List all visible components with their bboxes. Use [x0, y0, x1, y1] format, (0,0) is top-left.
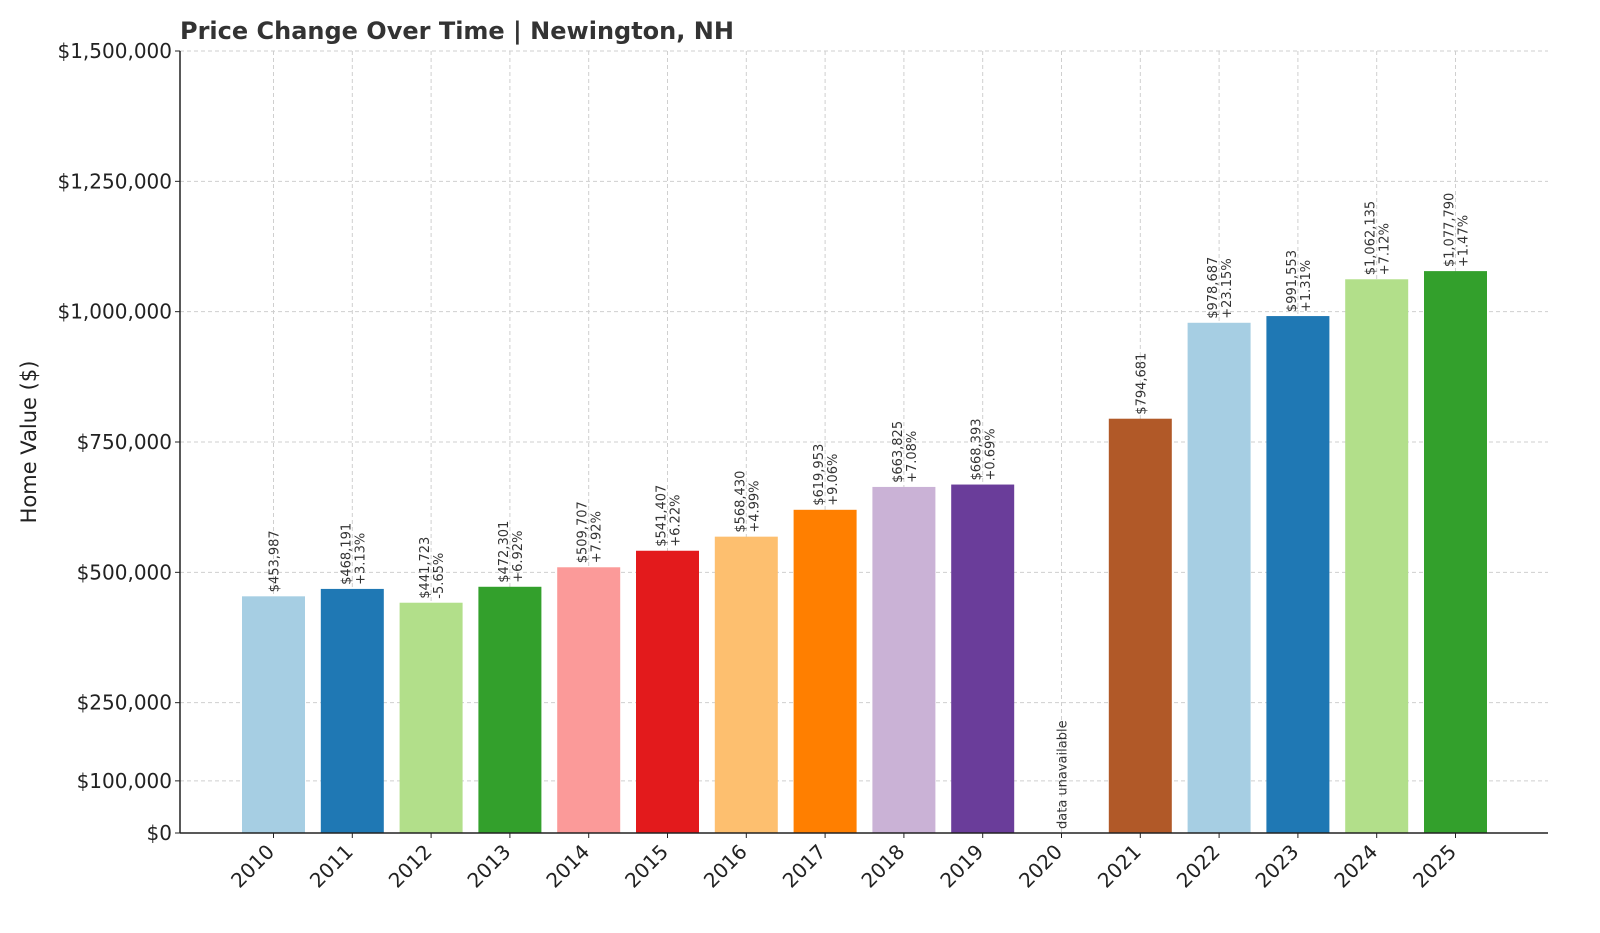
value-label-2017: $619,953	[812, 444, 827, 506]
bar-2013	[478, 586, 542, 833]
grid	[180, 50, 1548, 833]
value-label-2013: $472,301	[497, 521, 512, 583]
bar-2023	[1266, 316, 1330, 833]
y-tick-label: $1,250,000	[57, 169, 172, 193]
x-tick-label-2012: 2012	[384, 840, 437, 893]
change-label-2018: +7.08%	[905, 431, 920, 483]
bars	[242, 271, 1487, 833]
value-label-2025: $1,077,790	[1443, 193, 1458, 267]
change-label-2023: +1.31%	[1299, 260, 1314, 312]
y-tick-label: $100,000	[77, 769, 172, 793]
change-label-2019: +0.69%	[984, 428, 999, 480]
bar-2025	[1424, 271, 1487, 833]
x-tick-label-2017: 2017	[778, 840, 831, 893]
unavailable-label-2020: data unavailable	[1056, 720, 1071, 829]
y-axis-label: Home Value ($)	[17, 361, 41, 524]
value-label-2012: $441,723	[418, 537, 433, 599]
bar-2019	[951, 484, 1015, 833]
bar-2021	[1108, 418, 1172, 833]
x-tick-label-2013: 2013	[462, 840, 515, 893]
value-label-2018: $663,825	[891, 421, 906, 483]
bar-2022	[1187, 322, 1251, 833]
change-label-2011: +3.13%	[353, 533, 368, 585]
bar-2017	[793, 509, 857, 833]
x-tick-label-2022: 2022	[1172, 840, 1225, 893]
bar-2010	[242, 596, 305, 833]
value-label-2024: $1,062,135	[1364, 201, 1379, 275]
y-tick-label: $500,000	[77, 560, 172, 584]
change-label-2024: +7.12%	[1378, 223, 1393, 275]
y-tick-label: $1,500,000	[57, 39, 172, 63]
y-tick-label: $750,000	[77, 430, 172, 454]
x-tick-label-2021: 2021	[1093, 840, 1146, 893]
x-tick-label-2015: 2015	[620, 840, 673, 893]
y-tick-label: $1,000,000	[57, 300, 172, 324]
x-tick-label-2023: 2023	[1250, 840, 1303, 893]
change-label-2012: -5.65%	[432, 553, 447, 599]
x-tick-label-2014: 2014	[541, 840, 594, 893]
x-tick-label-2011: 2011	[305, 840, 358, 893]
change-label-2022: +23.15%	[1220, 258, 1235, 318]
value-label-2011: $468,191	[339, 523, 354, 585]
change-label-2016: +4.99%	[747, 480, 762, 532]
value-label-2014: $509,707	[576, 501, 591, 563]
value-label-2010: $453,987	[268, 530, 283, 592]
bar-2012	[399, 602, 463, 833]
bar-2011	[320, 588, 384, 833]
value-label-2019: $668,393	[970, 419, 985, 481]
value-label-2023: $991,553	[1285, 250, 1300, 312]
x-tick-label-2025: 2025	[1408, 840, 1461, 893]
y-tick-label: $250,000	[77, 691, 172, 715]
change-label-2017: +9.06%	[826, 454, 841, 506]
change-label-2015: +6.22%	[669, 495, 684, 547]
bar-2015	[636, 550, 699, 833]
value-label-2021: $794,681	[1134, 353, 1149, 415]
bar-2016	[714, 536, 778, 833]
change-label-2025: +1.47%	[1457, 215, 1472, 267]
chart-title: Price Change Over Time | Newington, NH	[180, 17, 734, 45]
data-labels: $453,987 $468,191 +3.13% $441,723 -5.65% $472…	[268, 193, 1472, 829]
x-tick-label-2019: 2019	[935, 840, 988, 893]
change-label-2014: +7.92%	[590, 511, 605, 563]
y-tick-label: $0	[147, 821, 172, 845]
x-tick-label-2020: 2020	[1014, 840, 1067, 893]
bar-2018	[872, 486, 936, 833]
value-label-2016: $568,430	[733, 471, 748, 533]
x-tick-label-2018: 2018	[856, 840, 909, 893]
value-label-2022: $978,687	[1206, 257, 1221, 319]
x-tick-label-2016: 2016	[699, 840, 752, 893]
value-label-2015: $541,407	[655, 485, 670, 547]
x-tick-label-2010: 2010	[226, 840, 279, 893]
x-tick-label-2024: 2024	[1329, 840, 1382, 893]
bar-2024	[1345, 279, 1409, 833]
change-label-2013: +6.92%	[511, 531, 526, 583]
bar-2014	[557, 567, 621, 833]
